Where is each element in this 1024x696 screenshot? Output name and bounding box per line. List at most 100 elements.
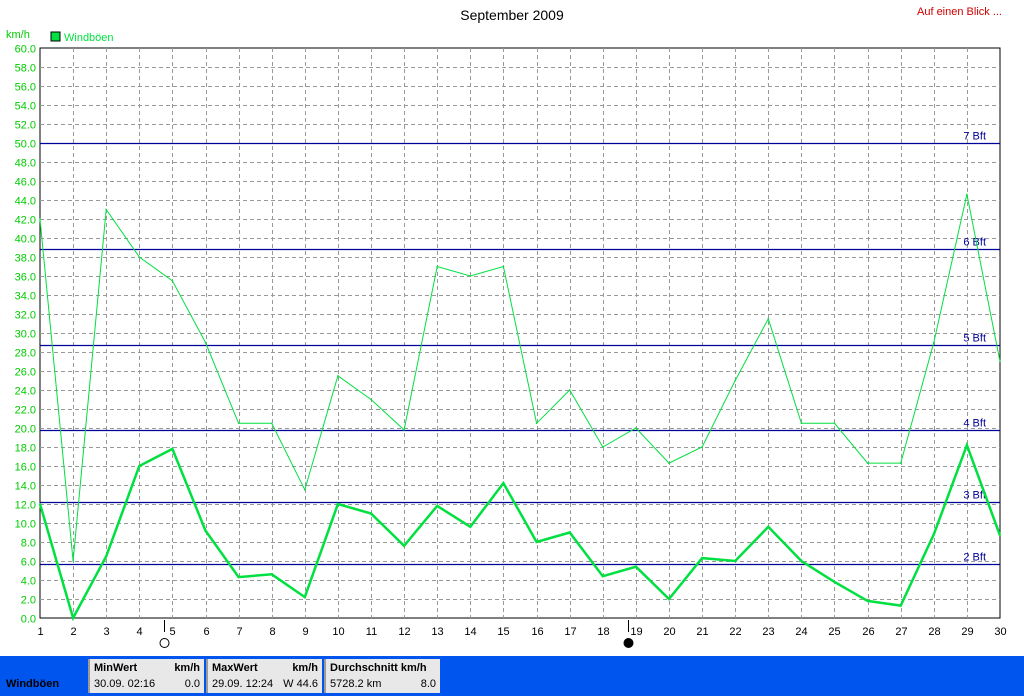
- y-tick-label: 58.0: [15, 63, 36, 75]
- x-tick-label: 26: [862, 626, 874, 638]
- data-point: [39, 218, 41, 220]
- data-point: [601, 446, 604, 448]
- y-axis-unit: km/h: [6, 29, 30, 41]
- data-point: [105, 555, 108, 558]
- stats-series-name: Windböen: [6, 678, 60, 690]
- y-tick-label: 32.0: [15, 310, 36, 322]
- y-tick-label: 52.0: [15, 120, 36, 132]
- data-point: [833, 581, 836, 583]
- y-tick-label: 4.0: [21, 576, 36, 588]
- data-point: [535, 541, 538, 543]
- y-tick-label: 8.0: [21, 538, 36, 550]
- data-point: [701, 446, 703, 448]
- series-line-thick: [38, 441, 1002, 622]
- data-point: [72, 617, 74, 619]
- x-tick-label: 12: [398, 626, 410, 638]
- x-tick-label: 4: [136, 626, 142, 638]
- reference-line-label: 7 Bft: [963, 131, 986, 143]
- y-tick-label: 60.0: [15, 44, 36, 56]
- data-point: [39, 503, 41, 505]
- legend-swatch: [50, 31, 61, 42]
- y-tick-label: 12.0: [15, 500, 36, 512]
- max-value-panel: MaxWert km/h 29.09. 12:24 W 44.6: [206, 659, 322, 693]
- max-header: MaxWert: [212, 662, 258, 674]
- data-point: [635, 427, 637, 429]
- data-point: [966, 444, 968, 446]
- x-tick-label: 15: [497, 626, 509, 638]
- data-point: [304, 596, 306, 598]
- y-tick-label: 34.0: [15, 291, 36, 303]
- y-tick-label: 18.0: [15, 443, 36, 455]
- min-unit: km/h: [174, 662, 200, 674]
- data-point: [999, 534, 1001, 537]
- statistics-bar: Windböen MinWert km/h 30.09. 02:16 0.0 Max…: [0, 656, 1024, 696]
- y-tick-label: 48.0: [15, 158, 36, 170]
- x-tick-label: 27: [895, 626, 907, 638]
- data-point: [767, 317, 770, 320]
- reference-line-label: 6 Bft: [963, 237, 986, 249]
- x-tick-label: 16: [531, 626, 543, 638]
- y-tick-label: 44.0: [15, 196, 36, 208]
- data-point: [469, 526, 472, 528]
- data-point: [866, 462, 869, 464]
- y-tick-label: 10.0: [15, 519, 36, 531]
- x-tick-label: 8: [269, 626, 275, 638]
- x-tick-label: 5: [169, 626, 175, 638]
- y-tick-label: 46.0: [15, 177, 36, 189]
- data-point: [469, 275, 472, 277]
- data-point: [72, 560, 74, 562]
- average-value-panel: Durchschnitt km/h 5728.2 km 8.0: [324, 659, 440, 693]
- y-tick-label: 16.0: [15, 462, 36, 474]
- data-point: [270, 422, 273, 425]
- data-point: [337, 503, 339, 505]
- y-tick-label: 56.0: [15, 82, 36, 94]
- data-point: [370, 398, 372, 401]
- wind-gust-chart: 0.0 2.0 4.0 6.0 8.0 10.0 12.0 14.0 16.0 18.0 20.0 2…: [6, 7, 1007, 648]
- x-tick-label: 22: [729, 626, 741, 638]
- y-tick-label: 14.0: [15, 481, 36, 493]
- avg-header: Durchschnitt km/h: [330, 662, 427, 674]
- x-tick-label: 14: [464, 626, 476, 638]
- max-unit: km/h: [292, 662, 318, 674]
- data-point: [370, 512, 372, 515]
- series-line-windboeen: [39, 194, 1001, 562]
- x-tick-label: 7: [236, 626, 242, 638]
- x-tick-label: 20: [663, 626, 675, 638]
- y-tick-label: 0.0: [21, 614, 36, 626]
- min-datetime: 30.09. 02:16: [94, 678, 156, 690]
- data-point: [535, 422, 538, 425]
- reference-line-label: 5 Bft: [963, 333, 986, 345]
- x-tick-label: 3: [103, 626, 109, 638]
- max-value: W 44.6: [283, 678, 318, 690]
- x-tick-label: 25: [828, 626, 840, 638]
- y-tick-label: 24.0: [15, 386, 36, 398]
- data-point: [767, 526, 770, 528]
- x-tick-label: 29: [961, 626, 973, 638]
- new-moon-icon: [623, 638, 634, 648]
- x-tick-label: 10: [332, 626, 344, 638]
- y-tick-label: 50.0: [15, 139, 36, 151]
- y-tick-label: 6.0: [21, 557, 36, 569]
- data-point: [568, 389, 571, 391]
- data-point: [138, 256, 141, 258]
- min-value: 0.0: [184, 678, 200, 690]
- x-tick-label: 23: [762, 626, 774, 638]
- min-header: MinWert: [94, 662, 138, 674]
- x-tick-label: 19: [630, 626, 642, 638]
- x-tick-label: 17: [564, 626, 576, 638]
- data-point: [270, 573, 273, 576]
- y-tick-label: 30.0: [15, 329, 36, 341]
- data-point: [932, 341, 935, 344]
- data-point: [237, 576, 240, 578]
- data-point: [436, 505, 439, 507]
- data-point: [403, 429, 405, 431]
- data-point: [436, 265, 439, 268]
- min-value-panel: MinWert km/h 30.09. 02:16 0.0: [88, 659, 204, 693]
- data-point: [171, 279, 174, 282]
- data-point: [237, 422, 240, 425]
- overview-link[interactable]: Auf einen Blick ...: [917, 6, 1002, 18]
- avg-value: 8.0: [420, 678, 436, 690]
- data-point: [204, 529, 207, 532]
- y-tick-label: 36.0: [15, 272, 36, 284]
- data-point: [899, 462, 902, 464]
